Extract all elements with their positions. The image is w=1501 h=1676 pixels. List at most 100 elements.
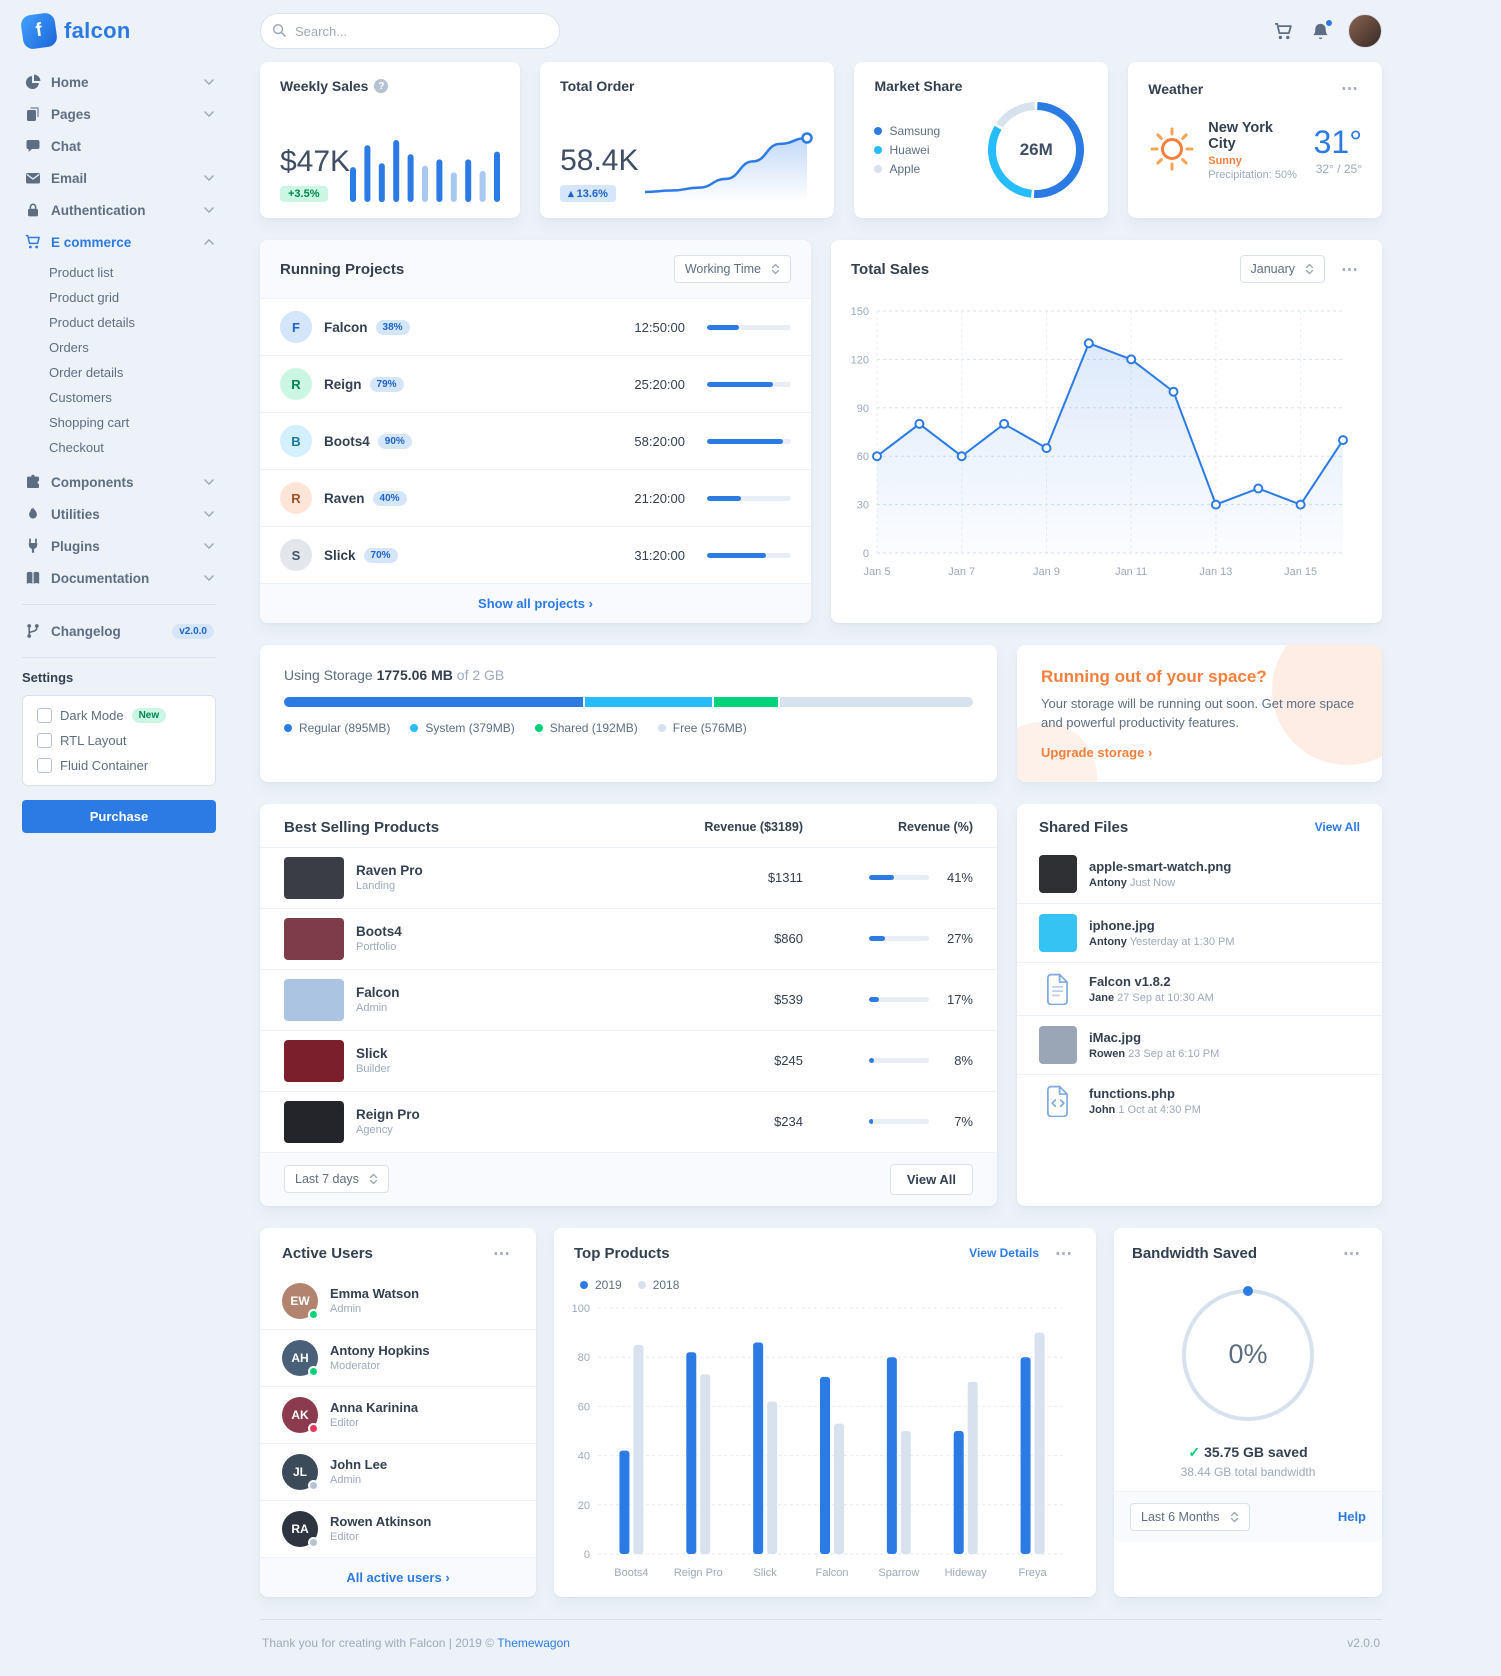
table-row[interactable]: Raven Pro Landing $1311 41%	[260, 846, 997, 908]
sidebar-item-product-grid[interactable]: Product grid	[49, 290, 120, 305]
user-name[interactable]: Anna Karinina	[330, 1400, 419, 1416]
list-item[interactable]: AK Anna Karinina Editor	[260, 1387, 536, 1444]
checkbox-icon[interactable]	[37, 733, 52, 748]
fluid-container-toggle[interactable]: Fluid Container	[37, 758, 201, 773]
help-link[interactable]: Help	[1337, 1509, 1366, 1525]
month-select[interactable]: January	[1239, 255, 1325, 283]
project-row[interactable]: B Boots4 90% 58:20:00	[260, 413, 811, 470]
product-name[interactable]: Raven Pro	[356, 863, 423, 879]
purchase-button[interactable]: Purchase	[22, 800, 216, 833]
project-name[interactable]: Reign	[324, 376, 362, 392]
avatar[interactable]: RA	[282, 1510, 319, 1548]
sidebar-item-plugins[interactable]: Plugins	[22, 530, 216, 562]
ellipsis-menu-button[interactable]: ⋯	[1343, 1243, 1360, 1263]
project-row[interactable]: R Raven 40% 21:20:00	[260, 470, 811, 527]
file-name[interactable]: functions.php	[1089, 1085, 1175, 1101]
user-name[interactable]: Antony Hopkins	[330, 1343, 430, 1359]
product-category[interactable]: Builder	[356, 1063, 391, 1076]
product-name[interactable]: Boots4	[356, 924, 402, 940]
avatar[interactable]: EW	[282, 1282, 319, 1320]
product-name[interactable]: Falcon	[356, 985, 400, 1001]
ellipsis-menu-button[interactable]: ⋯	[1055, 1243, 1072, 1263]
product-name[interactable]: Reign Pro	[356, 1107, 420, 1123]
list-item[interactable]: RA Rowen Atkinson Editor	[260, 1501, 536, 1557]
list-item[interactable]: functions.php John 1 Oct at 4:30 PM	[1017, 1075, 1382, 1127]
sidebar-item-product-list[interactable]: Product list	[49, 265, 114, 280]
sidebar-item-home[interactable]: Home	[22, 66, 216, 98]
sidebar-item-components[interactable]: Components	[22, 466, 216, 498]
table-row[interactable]: Falcon Admin $539 17%	[260, 968, 997, 1030]
sidebar-item-shopping-cart[interactable]: Shopping cart	[49, 415, 130, 430]
product-category[interactable]: Agency	[356, 1124, 393, 1137]
all-active-users-link[interactable]: All active users ›	[346, 1569, 450, 1585]
sidebar-item-pages[interactable]: Pages	[22, 98, 216, 130]
table-row[interactable]: Slick Builder $245 8%	[260, 1029, 997, 1091]
project-name[interactable]: Raven	[324, 490, 365, 506]
bell-icon[interactable]	[1311, 18, 1333, 41]
list-item[interactable]: Falcon v1.8.2 Jane 27 Sep at 10:30 AM	[1017, 963, 1382, 1016]
sidebar-item-changelog[interactable]: Changelog v2.0.0	[22, 615, 216, 647]
sidebar-item-checkout[interactable]: Checkout	[49, 440, 104, 455]
project-row[interactable]: F Falcon 38% 12:50:00	[260, 299, 811, 356]
product-category[interactable]: Landing	[356, 880, 396, 893]
list-item[interactable]: apple-smart-watch.png Antony Just Now	[1017, 845, 1382, 904]
list-item[interactable]: AH Antony Hopkins Moderator	[260, 1330, 536, 1387]
sidebar-item-utilities[interactable]: Utilities	[22, 498, 216, 530]
sidebar-item-customers[interactable]: Customers	[49, 390, 112, 405]
avatar[interactable]: AH	[282, 1339, 319, 1377]
search-input[interactable]	[260, 13, 560, 49]
avatar[interactable]: JL	[282, 1453, 319, 1491]
file-name[interactable]: apple-smart-watch.png	[1089, 858, 1232, 874]
file-name[interactable]: iphone.jpg	[1089, 917, 1155, 933]
file-name[interactable]: iMac.jpg	[1089, 1029, 1142, 1045]
dark-mode-toggle[interactable]: Dark Mode New	[37, 708, 201, 723]
sidebar-item-documentation[interactable]: Documentation	[22, 562, 216, 594]
sidebar-item-chat[interactable]: Chat	[22, 130, 216, 162]
list-item[interactable]: iMac.jpg Rowen 23 Sep at 6:10 PM	[1017, 1016, 1382, 1075]
legend-item[interactable]: 2018	[637, 1278, 679, 1292]
product-name[interactable]: Slick	[356, 1046, 388, 1062]
list-item[interactable]: iphone.jpg Antony Yesterday at 1:30 PM	[1017, 904, 1382, 963]
view-all-button[interactable]: View All	[889, 1163, 973, 1195]
user-avatar[interactable]	[1348, 14, 1382, 48]
table-row[interactable]: Boots4 Portfolio $860 27%	[260, 907, 997, 969]
product-category[interactable]: Portfolio	[356, 941, 397, 954]
sidebar-item-email[interactable]: Email	[22, 162, 216, 194]
ellipsis-menu-button[interactable]: ⋯	[1341, 259, 1358, 279]
upgrade-storage-link[interactable]: Upgrade storage ›	[1041, 744, 1153, 760]
checkbox-icon[interactable]	[37, 758, 52, 773]
sidebar-item-orders[interactable]: Orders	[49, 340, 89, 355]
list-item[interactable]: JL John Lee Admin	[260, 1444, 536, 1501]
user-name[interactable]: Emma Watson	[330, 1286, 420, 1302]
project-row[interactable]: S Slick 70% 31:20:00	[260, 527, 811, 583]
themewagon-link[interactable]: Themewagon	[497, 1635, 570, 1650]
rtl-layout-toggle[interactable]: RTL Layout	[37, 733, 201, 748]
table-row[interactable]: Reign Pro Agency $234 7%	[260, 1090, 997, 1152]
cart-icon[interactable]	[1274, 22, 1293, 41]
avatar[interactable]: AK	[282, 1396, 319, 1434]
project-name[interactable]: Slick	[324, 547, 356, 563]
project-row[interactable]: R Reign 79% 25:20:00	[260, 356, 811, 413]
show-all-projects-link[interactable]: Show all projects ›	[478, 596, 593, 611]
sidebar-item-product-details[interactable]: Product details	[49, 315, 135, 330]
sidebar-item-authentication[interactable]: Authentication	[22, 194, 216, 226]
ellipsis-menu-button[interactable]: ⋯	[1341, 79, 1358, 98]
list-item[interactable]: EW Emma Watson Admin	[260, 1273, 536, 1330]
product-category[interactable]: Admin	[356, 1002, 388, 1015]
legend-item[interactable]: 2019	[580, 1278, 622, 1292]
sidebar-item-ecommerce[interactable]: E commerce	[22, 226, 216, 258]
project-name[interactable]: Boots4	[324, 433, 370, 449]
ellipsis-menu-button[interactable]: ⋯	[493, 1243, 510, 1263]
user-name[interactable]: Rowen Atkinson	[330, 1514, 432, 1530]
help-icon[interactable]: ?	[374, 79, 389, 93]
period-select[interactable]: Last 6 Months	[1130, 1502, 1250, 1531]
date-range-select[interactable]: Last 7 days	[284, 1165, 389, 1194]
user-name[interactable]: John Lee	[330, 1457, 388, 1473]
sidebar-item-order-details[interactable]: Order details	[49, 365, 124, 380]
working-time-select[interactable]: Working Time	[673, 255, 791, 283]
file-name[interactable]: Falcon v1.8.2	[1089, 973, 1171, 989]
falcon-logo[interactable]: f falcon	[19, 11, 216, 51]
checkbox-icon[interactable]	[37, 708, 52, 723]
view-all-link[interactable]: View All	[1314, 820, 1360, 835]
project-name[interactable]: Falcon	[324, 319, 368, 335]
